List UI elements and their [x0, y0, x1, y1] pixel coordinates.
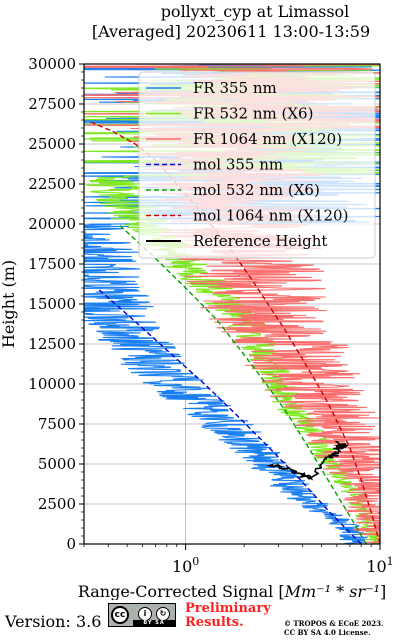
- x-axis-label-suffix: ]: [380, 582, 386, 600]
- series-line: [117, 223, 367, 544]
- y-tick-label: 2500: [38, 495, 76, 513]
- preliminary-note: Preliminary Results.: [185, 602, 271, 630]
- cc-license-badge[interactable]: cc i ↻ BY SA: [108, 603, 176, 627]
- cc-icon: cc: [111, 606, 129, 624]
- y-tick-label: 22500: [28, 175, 76, 193]
- chart-title: pollyxt_cyp at Limassol: [161, 2, 350, 21]
- y-tick-label: 30000: [28, 55, 76, 73]
- chart-subtitle: [Averaged] 20230611 13:00-13:59: [92, 22, 370, 41]
- preliminary-line-1: Preliminary: [185, 601, 271, 616]
- y-tick-label: 15000: [28, 295, 76, 313]
- cc-strip: BY SA: [133, 620, 175, 626]
- footer: Version: 3.6 cc i ↻ BY SA Preliminary Re…: [0, 600, 400, 640]
- legend-label: FR 1064 nm (X120): [193, 130, 342, 148]
- legend-label: mol 355 nm: [193, 156, 283, 174]
- legend-label: mol 1064 nm (X120): [193, 207, 348, 225]
- series-line: [266, 440, 349, 481]
- copyright-note: © TROPOS & ECoE 2023. CC BY SA 4.0 Licen…: [284, 619, 383, 637]
- copyright-line-1: © TROPOS & ECoE 2023.: [284, 619, 384, 628]
- y-tick-label: 27500: [28, 95, 76, 113]
- cc-by-icon: i: [138, 607, 152, 621]
- legend-label: mol 532 nm (X6): [193, 181, 320, 199]
- y-tick-label: 0: [66, 535, 76, 553]
- y-tick-label: 10000: [28, 375, 76, 393]
- x-axis-label-math: Mm⁻¹ * sr⁻¹: [284, 582, 380, 600]
- x-tick-label-exponent: 0: [192, 555, 199, 568]
- x-tick-label-base: 10: [366, 557, 386, 576]
- y-tick-label: 20000: [28, 215, 76, 233]
- legend-label: FR 355 nm: [193, 79, 277, 97]
- x-tick-label: 100: [172, 555, 199, 576]
- x-axis-label: Range-Corrected Signal [Mm⁻¹ * sr⁻¹]: [78, 582, 386, 600]
- preliminary-line-2: Results.: [185, 615, 244, 630]
- legend-label: FR 532 nm (X6): [193, 105, 313, 123]
- x-tick-label-base: 10: [172, 557, 192, 576]
- y-tick-label: 7500: [38, 415, 76, 433]
- copyright-line-2: CC BY SA 4.0 License.: [284, 628, 371, 637]
- y-tick-label: 17500: [28, 255, 76, 273]
- version-label: Version: 3.6: [5, 612, 102, 631]
- legend-label: Reference Height: [193, 232, 327, 250]
- legend-box: [138, 71, 376, 259]
- lidar-chart: pollyxt_cyp at Limassol [Averaged] 20230…: [0, 2, 394, 600]
- y-tick-label: 5000: [38, 455, 76, 473]
- x-tick-label-exponent: 1: [387, 555, 394, 568]
- x-tick-label: 101: [366, 555, 393, 576]
- tick-layer: 100 1010250050007500100001250015000175002…: [28, 55, 393, 576]
- y-tick-label: 25000: [28, 135, 76, 153]
- cc-sa-icon: ↻: [156, 607, 170, 621]
- series-line: [96, 287, 362, 544]
- y-tick-label: 12500: [28, 335, 76, 353]
- x-axis-label-prefix: Range-Corrected Signal [: [78, 582, 285, 600]
- y-axis-label: Height (m): [0, 260, 18, 348]
- legend: FR 355 nm FR 532 nm (X6) FR 1064 nm (X120)…: [138, 71, 376, 259]
